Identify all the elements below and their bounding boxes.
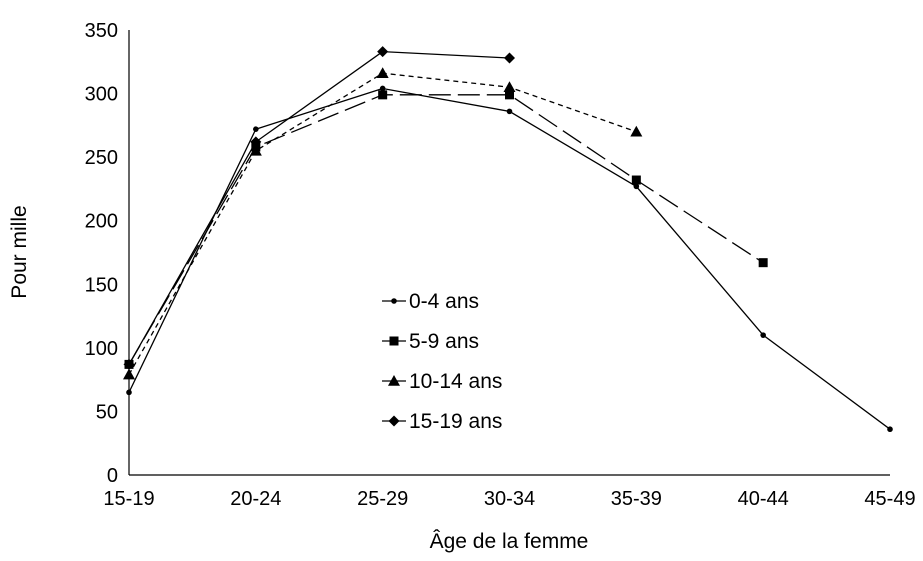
series-line xyxy=(128,50,510,365)
series-group xyxy=(123,46,893,433)
legend-marker xyxy=(391,298,397,304)
x-tick-label: 30-34 xyxy=(484,488,535,510)
series-3 xyxy=(123,67,643,380)
x-tick-label: 35-39 xyxy=(611,488,662,510)
legend-label: 0-4 ans xyxy=(409,290,479,313)
legend-marker xyxy=(389,336,399,346)
y-tick-label: 200 xyxy=(85,211,118,233)
x-tick-label: 15-19 xyxy=(103,488,154,510)
data-point xyxy=(760,332,766,338)
data-point xyxy=(378,90,388,100)
series-1 xyxy=(126,85,893,433)
data-point xyxy=(505,90,514,100)
data-point xyxy=(887,426,893,433)
data-point xyxy=(253,126,259,132)
legend-marker xyxy=(388,375,400,386)
axes xyxy=(128,30,890,476)
y-axis-title: Pour mille xyxy=(8,205,31,298)
x-tick-label: 45-49 xyxy=(864,488,915,510)
data-point xyxy=(758,258,768,268)
y-tick-label: 300 xyxy=(85,84,118,106)
y-tick-label: 150 xyxy=(85,274,118,296)
data-point xyxy=(126,389,132,396)
y-tick-label: 350 xyxy=(85,20,118,42)
data-point xyxy=(249,144,262,156)
x-tick-label: 40-44 xyxy=(738,488,789,510)
x-tick-labels: 15-19 20-24 25-29 30-34 35-39 40-44 45-49 xyxy=(103,488,915,510)
series-line xyxy=(128,94,764,365)
x-tick-label: 25-29 xyxy=(357,488,408,510)
legend: 0-4 ans 5-9 ans 10-14 ans 15-19 ans xyxy=(372,285,532,437)
data-point xyxy=(633,183,640,190)
data-point xyxy=(630,125,643,137)
legend-box xyxy=(372,285,532,437)
y-tick-label: 100 xyxy=(85,338,118,360)
data-point xyxy=(379,85,386,92)
legend-item: 15-19 ans xyxy=(382,410,502,433)
data-point xyxy=(123,358,135,370)
legend-item: 5-9 ans xyxy=(382,330,479,353)
legend-label: 10-14 ans xyxy=(409,370,502,393)
data-point xyxy=(631,175,641,185)
data-point xyxy=(503,81,516,93)
legend-label: 5-9 ans xyxy=(409,330,479,353)
legend-marker xyxy=(388,415,400,427)
legend-item: 0-4 ans xyxy=(382,290,479,313)
data-point xyxy=(123,368,135,380)
legend-label: 15-19 ans xyxy=(409,410,502,433)
data-point xyxy=(504,52,515,64)
y-tick-label: 0 xyxy=(107,465,118,487)
legend-item: 10-14 ans xyxy=(382,370,502,393)
data-point xyxy=(506,108,513,115)
y-tick-label: 50 xyxy=(96,401,118,423)
x-tick-label: 20-24 xyxy=(230,488,281,510)
y-tick-labels: 0 50 100 150 200 250 300 350 xyxy=(85,20,118,487)
data-point xyxy=(376,67,389,79)
data-point xyxy=(250,136,262,148)
x-axis-title: Âge de la femme xyxy=(430,530,589,553)
y-tick-label: 250 xyxy=(85,147,118,169)
data-point xyxy=(377,46,389,58)
series-4 xyxy=(123,46,515,370)
